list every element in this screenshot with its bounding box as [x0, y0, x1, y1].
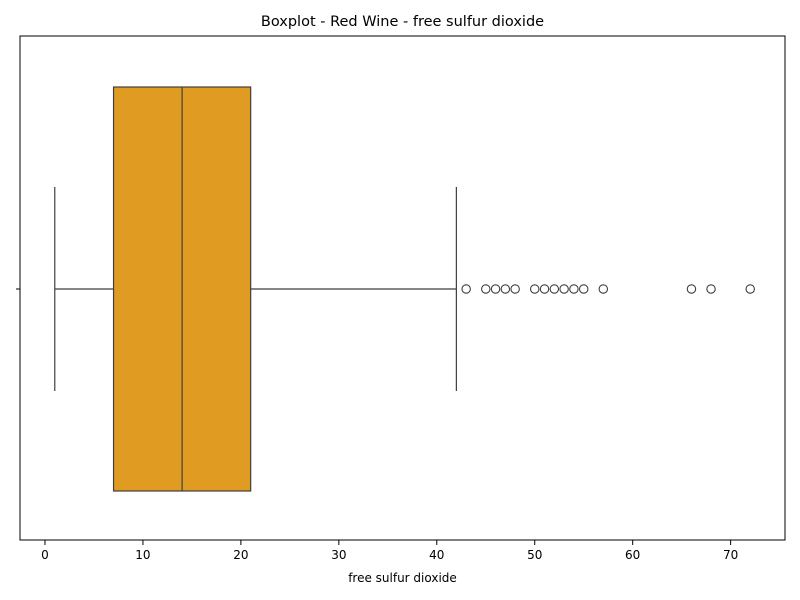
plot-area: [54, 86, 755, 492]
x-tick-label: 40: [429, 548, 444, 562]
x-tick-label: 30: [331, 548, 346, 562]
outlier-point: [461, 284, 471, 294]
x-axis: 0 10 20 30 40 50 60 70: [16, 35, 786, 562]
x-tick-label: 0: [41, 548, 49, 562]
x-tick-label: 60: [625, 548, 640, 562]
outlier-point: [686, 284, 697, 294]
outlier-point: [559, 284, 569, 294]
chart-title: Boxplot - Red Wine - free sulfur dioxide: [261, 14, 544, 30]
outlier-point: [598, 284, 609, 294]
outlier-point: [706, 284, 716, 294]
outlier-point: [578, 284, 589, 294]
outlier-point: [529, 284, 540, 294]
outlier-point: [490, 284, 501, 294]
outlier-point: [745, 284, 755, 294]
plot-frame: [19, 35, 786, 541]
x-tick-label: 70: [723, 548, 738, 562]
x-tick-label: 20: [233, 548, 248, 562]
x-axis-label: free sulfur dioxide: [348, 571, 457, 585]
x-tick-label: 10: [135, 548, 150, 562]
outlier-point: [481, 284, 491, 294]
outlier-point: [569, 284, 579, 294]
outlier-point: [539, 284, 550, 294]
outlier-point: [549, 284, 560, 294]
x-tick-label: 50: [527, 548, 542, 562]
outlier-point: [510, 284, 520, 294]
outlier-point: [500, 284, 511, 294]
